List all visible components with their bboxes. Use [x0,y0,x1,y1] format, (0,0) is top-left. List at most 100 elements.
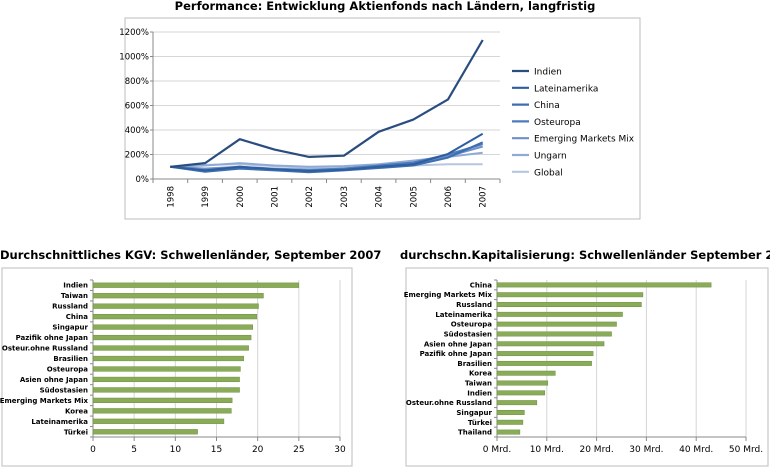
bar [92,418,225,424]
category-label: Südostasien [444,330,492,338]
bar [92,303,259,309]
bar [496,351,594,357]
bar [92,387,240,393]
bar [496,302,642,307]
x-tick-label: 2002 [305,186,315,208]
category-label: Osteur.ohne Russland [2,345,88,353]
bar [92,324,253,330]
bar [92,355,244,362]
x-tick-label: 10 Mrd. [530,445,564,455]
bar [496,321,617,327]
bar [496,400,538,406]
category-label: Thailand [458,429,492,437]
kap-chart: 0 Mrd. 10 Mrd. 20 Mrd. 30 Mrd. 40 Mrd. 50 Mrd… [404,279,763,455]
y-tick-label: 600% [125,102,149,112]
line-chart-frame [124,17,641,220]
x-tick-label: 0 Mrd. [483,445,511,455]
x-tick-label: 5 [131,445,137,455]
bar [92,334,252,341]
y-tick-label: 1000% [119,53,149,63]
y-tick-label: 200% [125,151,149,161]
category-label: Lateinamerika [435,311,492,319]
bar [92,345,249,351]
bar [92,408,232,414]
y-tick-label: 1200% [119,28,149,38]
kap-chart-frame [405,267,769,467]
category-label: Lateinamerika [31,418,88,426]
bar [496,282,712,288]
x-tick-label: 20 [252,445,264,455]
category-label: Asien ohne Japan [424,340,492,348]
category-label: Türkei [64,428,88,436]
category-label: Türkei [468,419,492,427]
x-tick-label: 40 Mrd. [679,445,713,455]
x-tick-label: 15 [211,445,222,455]
category-label: China [470,281,493,289]
x-tick-label: 2005 [409,186,419,208]
bar [92,429,198,435]
category-label: China [66,313,89,321]
x-tick-label: 50 Mrd. [729,445,763,455]
category-label: Russland [456,301,492,309]
legend-label-global: Global [534,168,563,178]
bar [92,314,258,320]
category-label: Osteuropa [47,365,88,373]
legend-label-emerging-markets-mix: Emerging Markets Mix [534,135,635,145]
x-tick-label: 25 [293,445,304,455]
category-label: Brasilien [53,355,88,363]
kgv-chart-title: Durchschnittliches KGV: Schwellenländer,… [0,248,382,262]
line-chart: 0% 200% 400% 600% 800% 1000% 1200% 1998 1999 2000… [119,28,634,208]
category-label: Taiwan [465,380,492,388]
y-tick-label: 800% [125,77,149,87]
bar [496,331,612,337]
series-line-lateinamerika [170,132,484,172]
bar [92,376,240,383]
line-chart-title: Performance: Entwicklung Aktienfonds nac… [174,0,596,13]
category-label: Indien [63,282,88,290]
x-tick-label: 1999 [201,186,211,208]
bar [92,282,300,288]
x-tick-label: 2007 [479,186,489,208]
category-label: Osteur.ohne Russland [406,399,492,407]
category-label: Russland [52,303,88,311]
category-label: Pazifik ohne Japan [420,350,492,358]
bar [496,370,556,376]
category-label: Brasilien [457,360,492,368]
x-tick-label: 2003 [340,186,350,208]
bar [496,410,525,415]
kgv-chart: 0 5 10 15 20 25 30 Indien Taiwan Russland China Sin… [0,279,346,455]
category-label: Taiwan [61,292,88,300]
x-tick-label: 2001 [270,186,280,208]
x-tick-label: 1998 [166,186,176,208]
bar [496,380,549,386]
series-line-indien [170,39,484,168]
y-tick-label: 400% [125,126,149,136]
x-tick-label: 20 Mrd. [579,445,613,455]
category-label: Emerging Markets Mix [404,291,493,299]
x-tick-label: 2000 [236,186,246,208]
category-label: Korea [469,370,492,378]
bar [496,429,521,435]
category-label: Pazifik ohne Japan [16,334,88,342]
x-tick-label: 10 [170,445,182,455]
legend-label-china: China [534,101,560,111]
x-tick-label: 30 Mrd. [629,445,663,455]
bar [92,397,233,403]
category-label: Singapur [456,409,492,417]
legend-label-lateinamerika: Lateinamerika [534,84,598,94]
bar [496,341,605,347]
category-label: Südostasien [40,386,88,394]
x-tick-label: 2004 [375,186,385,208]
kap-chart-title: durchschn.Kapitalisierung: Schwellenländ… [400,248,770,262]
category-label: Osteuropa [451,321,492,329]
category-label: Singapur [52,324,88,332]
category-label: Indien [467,389,492,397]
bar [496,390,546,396]
bar [496,419,524,425]
legend-label-osteuropa: Osteuropa [534,118,581,128]
bar [92,366,241,372]
x-tick-label: 0 [90,445,96,455]
x-tick-label: 2006 [444,186,454,208]
bar [496,292,644,298]
